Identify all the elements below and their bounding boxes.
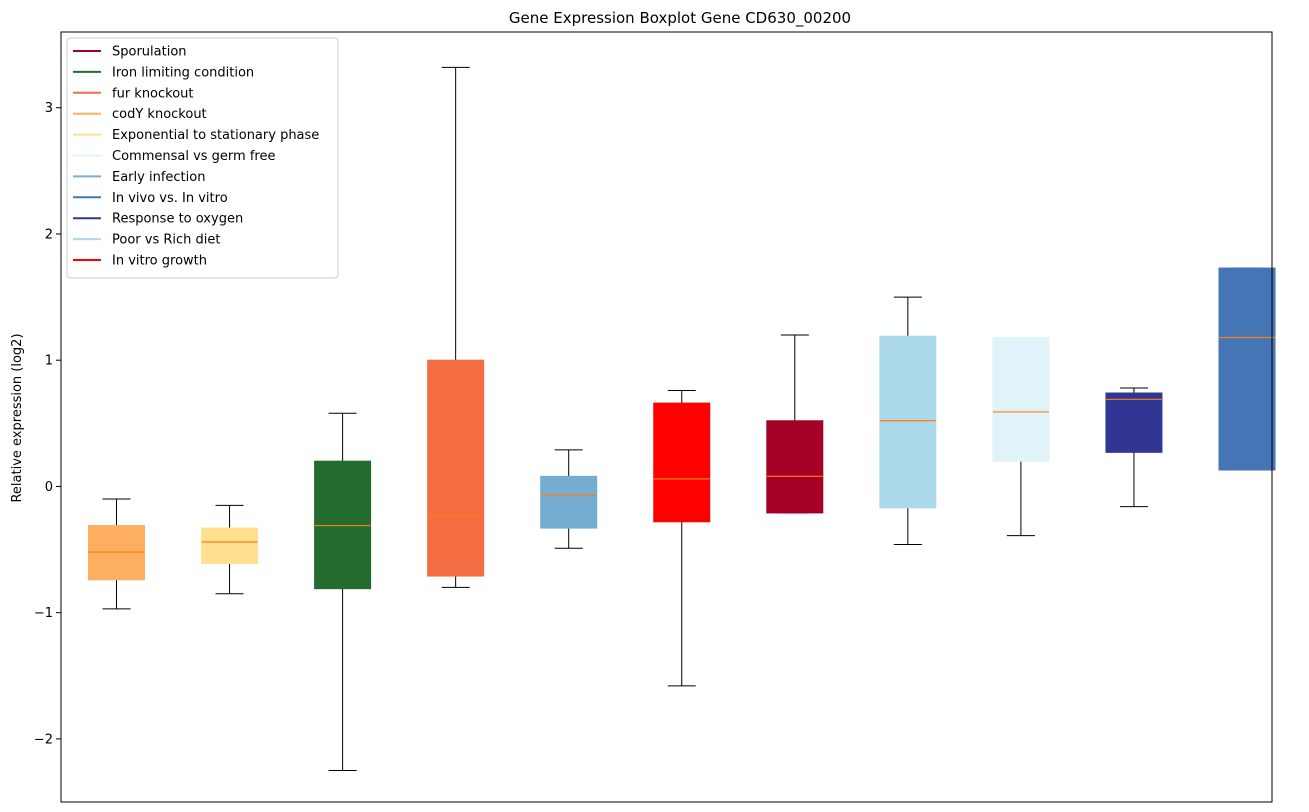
box-iqr [1218, 267, 1276, 471]
y-tick-label: 1 [45, 354, 53, 369]
legend-label: In vitro growth [112, 254, 207, 269]
box-iqr [540, 475, 598, 529]
box-group [314, 412, 372, 771]
box-group [88, 498, 145, 610]
box-group [540, 449, 598, 549]
legend-label: Iron limiting condition [112, 65, 254, 80]
legend-label: codY knockout [112, 107, 207, 122]
legend-frame [66, 37, 339, 279]
box-iqr [88, 525, 145, 581]
box-group [992, 336, 1050, 537]
legend-label: Early infection [112, 170, 205, 185]
box-iqr [427, 359, 485, 577]
box-group [766, 334, 824, 514]
legend-label: In vivo vs. In vitro [112, 191, 228, 206]
box-iqr [766, 420, 824, 514]
box-iqr [879, 335, 937, 509]
legend-label: Poor vs Rich diet [112, 233, 220, 248]
legend: Sporulation Iron limiting condition fur kn… [66, 37, 339, 279]
legend-label: Commensal vs germ free [112, 149, 275, 164]
legend-label: Response to oxygen [112, 212, 243, 227]
y-tick-label: 2 [45, 227, 53, 242]
y-tick-label: 0 [45, 480, 53, 495]
box-iqr [201, 527, 259, 564]
box-group [653, 389, 711, 687]
y-tick-label: −1 [34, 606, 53, 621]
box-iqr [314, 460, 372, 590]
boxes-layer [88, 66, 1276, 771]
legend-label: Exponential to stationary phase [112, 128, 319, 143]
y-tick-label: −2 [34, 732, 53, 747]
box-group [427, 66, 485, 588]
y-axis: 3 2 1 0 −1 −2 [34, 101, 61, 747]
legend-label: Sporulation [112, 45, 187, 60]
box-group [879, 296, 937, 545]
box-group [1218, 267, 1276, 471]
plot-frame [60, 31, 1273, 803]
box-iqr [992, 336, 1050, 462]
box-group [201, 504, 259, 595]
y-axis-label: Relative expression (log2) [10, 333, 25, 502]
box-iqr [1105, 392, 1163, 453]
chart-title: Gene Expression Boxplot Gene CD630_00200 [509, 9, 851, 28]
box-group [1105, 387, 1163, 508]
box-iqr [653, 402, 711, 523]
y-tick-label: 3 [45, 101, 53, 116]
legend-label: fur knockout [112, 86, 194, 101]
